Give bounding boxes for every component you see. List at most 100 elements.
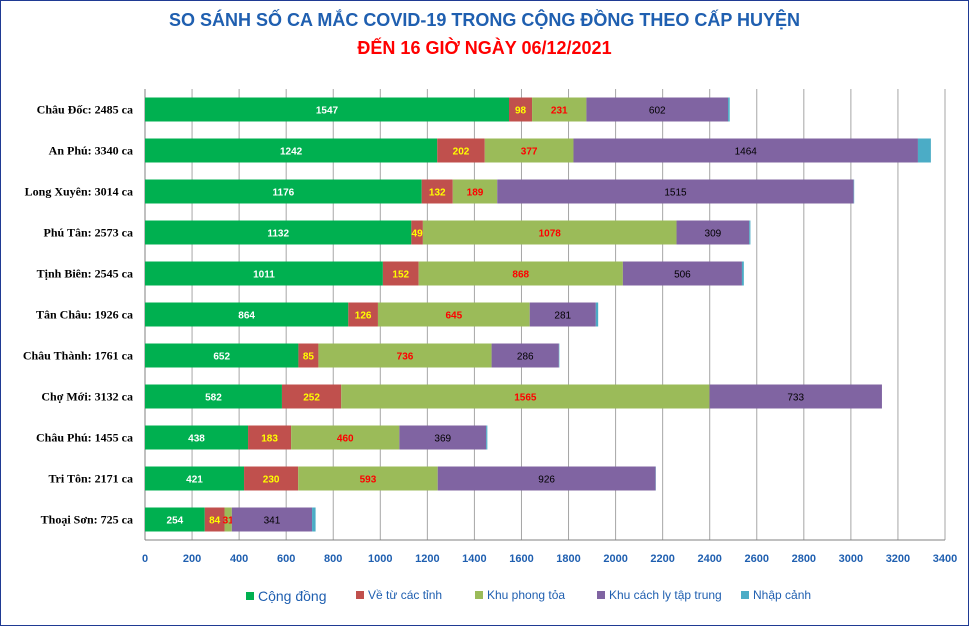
legend-label: Khu phong tỏa — [487, 588, 566, 602]
x-tick-label: 400 — [230, 553, 248, 565]
bar-segment — [312, 507, 316, 532]
data-label: 189 — [467, 188, 484, 199]
x-tick-label: 0 — [142, 553, 148, 565]
bar-segment — [709, 384, 882, 409]
bar-segment — [437, 138, 485, 163]
data-label: 152 — [392, 270, 409, 281]
data-label: 438 — [188, 434, 205, 445]
legend-label: Nhập cảnh — [753, 588, 812, 602]
bar-segment — [248, 425, 292, 450]
data-label: 1565 — [514, 393, 537, 404]
x-tick-label: 200 — [183, 553, 201, 565]
chart-subtitle: ĐẾN 16 GIỜ NGÀY 06/12/2021 — [357, 38, 612, 58]
data-label: 85 — [303, 352, 315, 363]
bar-segment — [422, 220, 677, 245]
x-tick-label: 1800 — [556, 553, 580, 565]
data-label: 506 — [674, 270, 691, 281]
bar-segment — [204, 507, 225, 532]
data-label: 341 — [264, 516, 281, 527]
x-tick-label: 1000 — [368, 553, 392, 565]
legend-swatch — [475, 591, 483, 599]
legend-label: Về từ các tỉnh — [368, 588, 443, 602]
legend-item-entry: Nhập cảnh — [741, 588, 811, 602]
bar-segment — [145, 384, 282, 409]
legend-label: Khu cách ly tập trung — [609, 588, 722, 602]
x-tick-label: 2000 — [603, 553, 627, 565]
legend-item-from-provinces: Về từ các tỉnh — [356, 588, 442, 602]
bar-segment — [529, 302, 596, 327]
category-label: Long Xuyên: 3014 ca — [25, 185, 133, 199]
data-label: 98 — [515, 106, 527, 117]
data-label: 421 — [186, 475, 203, 486]
data-label: 645 — [445, 311, 462, 322]
x-tick-label: 800 — [324, 553, 342, 565]
data-label: 1132 — [267, 229, 289, 240]
data-label: 369 — [434, 434, 451, 445]
data-label: 286 — [517, 352, 534, 363]
data-label: 1242 — [280, 147, 303, 158]
bar-segment — [399, 425, 487, 450]
x-tick-label: 1400 — [462, 553, 486, 565]
bar-segment — [377, 302, 530, 327]
data-label: 31 — [223, 516, 235, 527]
category-label: Tân Châu: 1926 ca — [36, 308, 133, 322]
bar-segment — [573, 138, 918, 163]
data-label: 281 — [554, 311, 571, 322]
bar-segment — [298, 466, 438, 491]
legend-item-lockdown-zone: Khu phong tỏa — [475, 588, 565, 602]
bar-segment — [348, 302, 378, 327]
x-tick-label: 2400 — [697, 553, 721, 565]
bar-segment — [291, 425, 400, 450]
x-tick-label: 3200 — [886, 553, 910, 565]
bar-segment — [741, 261, 744, 286]
bar-segment — [484, 138, 574, 163]
bar-segment — [418, 261, 623, 286]
data-label: 733 — [787, 393, 804, 404]
data-label: 1464 — [735, 147, 758, 158]
bar-segment — [224, 507, 232, 532]
data-label: 202 — [453, 147, 470, 158]
data-label: 602 — [649, 106, 666, 117]
category-label: Tịnh Biên: 2545 ca — [37, 267, 133, 281]
bar-segment — [145, 425, 249, 450]
bar-segment — [145, 179, 422, 204]
chart-legend: Cộng đồng Về từ các tỉnh Khu phong tỏa K… — [0, 588, 969, 608]
bar-segment — [244, 466, 299, 491]
category-label: Tri Tôn: 2171 ca — [48, 472, 133, 486]
bar-segment — [145, 466, 245, 491]
bar-segment — [497, 179, 854, 204]
bar-segment — [509, 97, 533, 122]
bar-segment — [145, 138, 438, 163]
data-label: 1176 — [273, 188, 295, 199]
bar-segment — [411, 220, 423, 245]
bar-segment — [341, 384, 710, 409]
bar-segment — [728, 97, 730, 122]
category-label: Châu Thành: 1761 ca — [23, 349, 133, 363]
bar-segment — [382, 261, 419, 286]
x-tick-label: 3400 — [933, 553, 957, 565]
data-label: 582 — [205, 393, 222, 404]
x-tick-label: 3000 — [839, 553, 863, 565]
data-label: 460 — [337, 434, 354, 445]
chart-title: SO SÁNH SỐ CA MẮC COVID-19 TRONG CỘNG ĐỒ… — [168, 10, 801, 30]
data-label: 183 — [261, 434, 278, 445]
legend-item-quarantine: Khu cách ly tập trung — [597, 588, 722, 602]
data-label: 1515 — [664, 188, 687, 199]
category-label: Chợ Mới: 3132 ca — [41, 390, 133, 404]
bar-segment — [281, 384, 342, 409]
data-label: 1547 — [316, 106, 339, 117]
data-label: 49 — [412, 229, 424, 240]
data-label: 1078 — [539, 229, 562, 240]
data-label: 736 — [397, 352, 414, 363]
data-label: 309 — [705, 229, 722, 240]
legend-label: Cộng đồng — [258, 588, 327, 604]
bar-segment — [145, 220, 412, 245]
data-label: 377 — [521, 147, 538, 158]
x-tick-label: 1600 — [509, 553, 533, 565]
category-label: Châu Đốc: 2485 ca — [37, 103, 133, 117]
legend-swatch — [246, 592, 254, 600]
category-label: Thoại Sơn: 725 ca — [41, 513, 133, 527]
x-tick-label: 2200 — [650, 553, 674, 565]
bar-segment — [318, 343, 492, 368]
